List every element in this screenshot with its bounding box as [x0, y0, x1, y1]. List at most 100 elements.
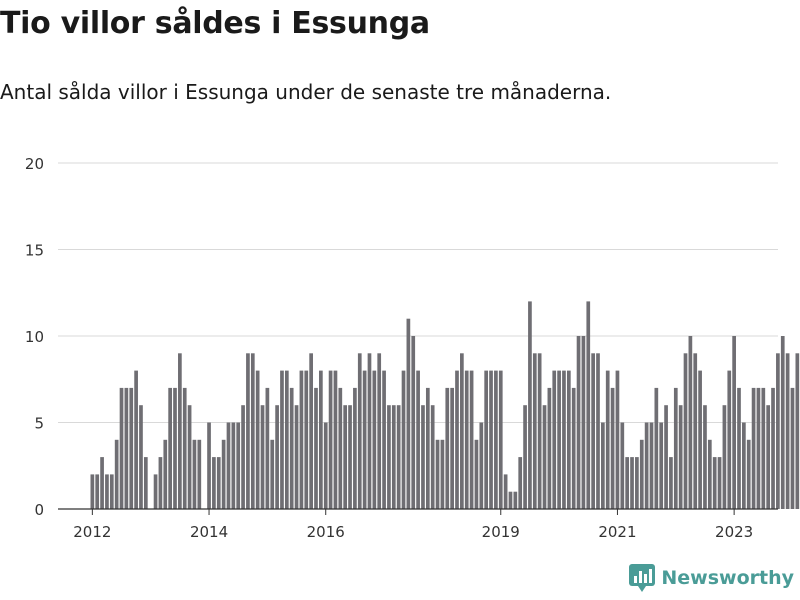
bar	[596, 353, 600, 509]
bar	[581, 336, 586, 509]
bar	[309, 353, 313, 509]
bar	[362, 370, 367, 509]
bar	[678, 405, 683, 509]
bar	[114, 439, 119, 509]
bar	[649, 422, 654, 509]
bar	[163, 439, 168, 509]
bar	[722, 405, 727, 509]
bar	[494, 370, 498, 509]
bar	[134, 370, 138, 509]
bar	[100, 457, 104, 509]
bar	[785, 353, 790, 509]
bar	[440, 439, 445, 509]
bar	[280, 370, 284, 509]
bar	[625, 457, 630, 509]
chart-title: Tio villor såldes i Essunga	[0, 6, 430, 41]
bar	[406, 318, 411, 509]
bar	[95, 474, 100, 509]
bar	[639, 439, 644, 509]
brand-name: Newsworthy	[661, 567, 794, 589]
bar	[387, 405, 391, 509]
bar	[207, 422, 211, 509]
bar	[187, 405, 192, 509]
bar	[348, 405, 352, 509]
bar	[532, 353, 537, 509]
bar	[197, 439, 202, 509]
bar	[139, 405, 143, 509]
bar	[246, 353, 250, 509]
bar	[382, 370, 386, 509]
bar	[435, 439, 440, 509]
bar	[654, 387, 659, 509]
bar	[319, 370, 323, 509]
bar	[323, 422, 328, 509]
bar	[109, 474, 114, 509]
y-tick-label: 0	[34, 501, 44, 519]
bar	[746, 439, 751, 509]
chart-subtitle: Antal sålda villor i Essunga under de se…	[0, 80, 612, 104]
bar	[353, 387, 357, 509]
bar	[547, 387, 552, 509]
bar	[523, 405, 527, 509]
bar	[620, 422, 625, 509]
bar	[275, 405, 279, 509]
bar	[391, 405, 396, 509]
bar	[571, 387, 576, 509]
bar	[231, 422, 236, 509]
bar	[168, 387, 172, 509]
bar	[129, 387, 134, 509]
bar	[212, 457, 216, 509]
y-tick-label: 5	[34, 415, 44, 433]
bar	[508, 491, 513, 509]
bar	[396, 405, 401, 509]
bar	[489, 370, 493, 509]
bar	[498, 370, 503, 509]
bar	[557, 370, 561, 509]
bar	[469, 370, 474, 509]
bar	[610, 387, 615, 509]
bar	[591, 353, 595, 509]
bar	[635, 457, 639, 509]
bar	[464, 370, 469, 509]
bar	[105, 474, 109, 509]
bar	[411, 336, 416, 509]
bar	[537, 353, 542, 509]
bar	[255, 370, 260, 509]
bar	[416, 370, 420, 509]
bar	[173, 387, 177, 509]
bar	[430, 405, 435, 509]
bar	[795, 353, 800, 509]
bar	[333, 370, 338, 509]
bar	[732, 336, 736, 509]
bar	[314, 387, 318, 509]
bar	[119, 387, 124, 509]
bar	[601, 422, 605, 509]
bar	[270, 439, 275, 509]
bar	[124, 387, 129, 509]
x-tick-label: 2012	[73, 523, 111, 540]
bar	[790, 387, 795, 509]
bar	[698, 370, 702, 509]
bar	[776, 353, 780, 509]
bar	[372, 370, 377, 509]
bar	[586, 301, 591, 509]
bar	[421, 405, 425, 509]
bar	[289, 387, 294, 509]
bar	[780, 336, 785, 509]
bar-chart: 05101520102012201420162019202120232025	[25, 155, 800, 540]
bar	[178, 353, 182, 509]
bar	[192, 439, 197, 509]
bar	[479, 422, 484, 509]
bar	[343, 405, 348, 509]
bar	[328, 370, 333, 509]
bar	[693, 353, 698, 509]
bar	[250, 353, 255, 509]
bar	[707, 439, 712, 509]
bar	[265, 387, 270, 509]
bar	[605, 370, 610, 509]
bar	[216, 457, 221, 509]
bar	[659, 422, 664, 509]
bar	[518, 457, 523, 509]
bar	[562, 370, 566, 509]
bar	[294, 405, 299, 509]
